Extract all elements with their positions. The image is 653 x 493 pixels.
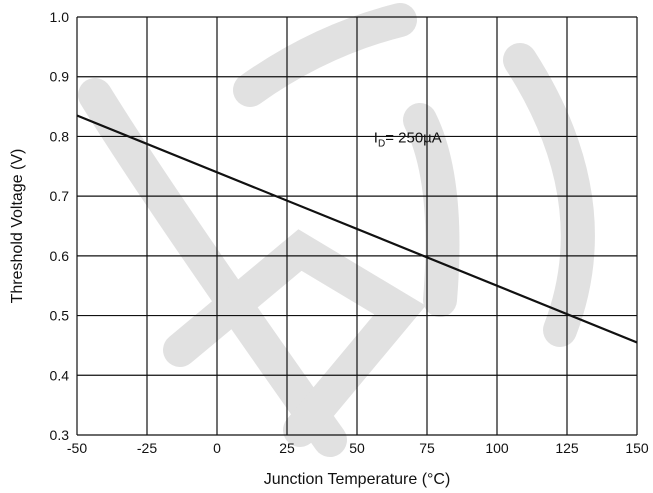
tick-labels: -50 -25 0 25 50 75 100 125 150 0.3 0.4 0.5 0.6 0.7 0.8… [50,9,649,456]
x-tick-label: -25 [137,440,157,456]
x-tick-label: 0 [213,440,221,456]
watermark-logo [78,3,595,457]
x-tick-label: 125 [555,440,579,456]
x-tick-label: 50 [349,440,365,456]
x-axis-title: Junction Temperature (°C) [264,471,451,488]
y-tick-label: 1.0 [50,9,70,25]
y-tick-label: 0.5 [50,308,70,324]
current-annotation: ID= 250µA [374,129,442,149]
y-tick-label: 0.3 [50,427,70,443]
x-tick-label: 150 [625,440,649,456]
x-tick-label: 75 [419,440,435,456]
x-tick-label: 100 [485,440,509,456]
series-layer [76,114,638,344]
y-tick-label: 0.9 [50,69,70,85]
y-axis-title: Threshold Voltage (V) [9,149,26,304]
y-tick-label: 0.4 [50,367,70,383]
y-tick-label: 0.6 [50,248,70,264]
x-tick-label: -50 [67,440,87,456]
annotation-main: I [374,129,378,146]
x-tick-label: 25 [279,440,295,456]
y-tick-label: 0.7 [50,188,70,204]
grid [76,16,638,436]
y-tick-label: 0.8 [50,128,70,144]
series-line [76,114,638,344]
annotation-subscript: D [378,138,385,149]
annotation-rest: = 250µA [385,129,442,146]
